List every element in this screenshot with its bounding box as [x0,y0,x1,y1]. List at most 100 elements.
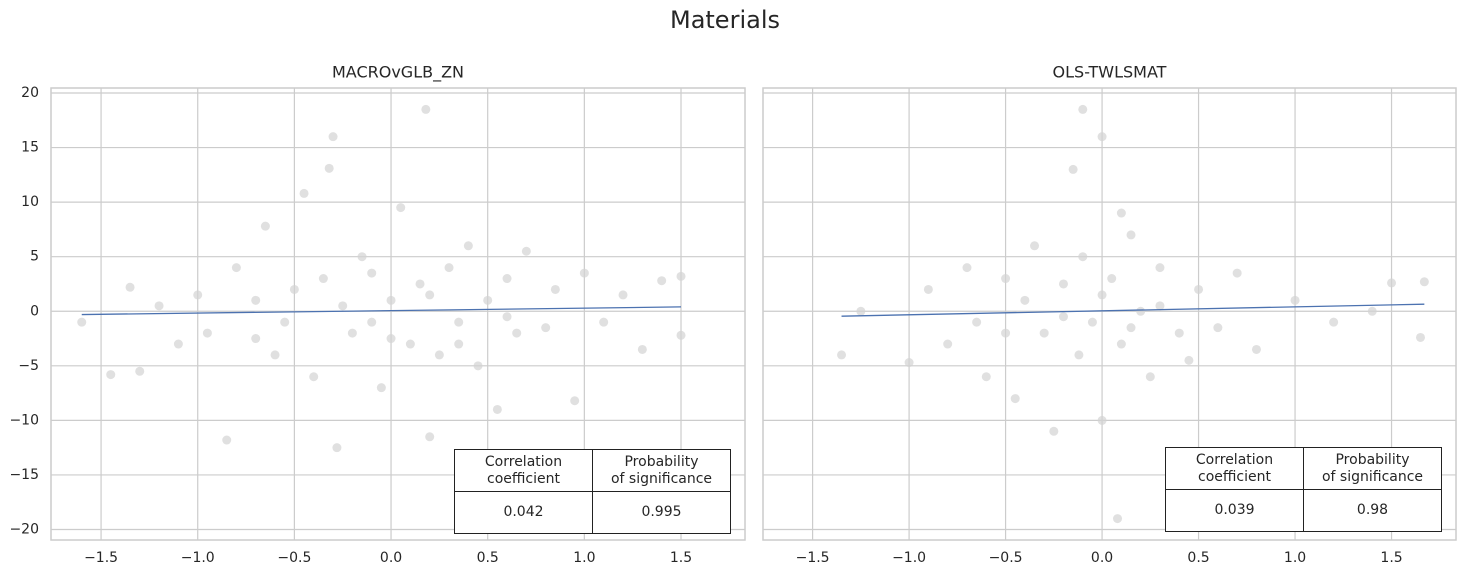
scatter-point [599,317,609,327]
y-tick-label: 0 [30,303,39,319]
scatter-point [1155,263,1165,273]
y-tick-label: 20 [21,85,39,101]
x-tick-label: −1.5 [796,550,830,566]
table-cell: 0.039 [1165,489,1304,532]
scatter-point [962,263,972,273]
scatter-point [1068,164,1078,174]
scatter-point [1290,295,1300,305]
scatter-point [1113,514,1123,524]
scatter-point [676,330,686,340]
scatter-point [173,339,183,349]
scatter-point [280,317,290,327]
scatter-point [618,290,628,300]
figure-title: Materials [670,6,780,34]
scatter-point [1001,328,1011,338]
scatter-point [231,263,241,273]
scatter-point [318,274,328,284]
scatter-point [1232,268,1242,278]
scatter-point [1251,344,1261,354]
scatter-point [473,361,483,371]
scatter-point [347,328,357,338]
scatter-point [125,282,135,292]
table-header: Correlation coefficient [1165,447,1304,490]
x-tick-label: 0.0 [1091,550,1113,566]
scatter-point [1097,415,1107,425]
scatter-point [251,295,261,305]
scatter-point [1174,328,1184,338]
scatter-point [1097,290,1107,300]
x-tick-label: 1.0 [1284,550,1306,566]
scatter-point [367,317,377,327]
scatter-point [425,290,435,300]
scatter-point [338,301,348,311]
scatter-point [981,372,991,382]
scatter-point [856,306,866,316]
scatter-point [1030,241,1040,251]
scatter-point [309,372,319,382]
scatter-point [367,268,377,278]
scatter-point [1387,278,1397,288]
x-tick-label: −1.0 [892,550,926,566]
scatter-point [251,334,261,344]
x-tick-label: 0.5 [1187,550,1209,566]
scatter-point [1039,328,1049,338]
scatter-point [270,350,280,360]
scatter-point [289,284,299,294]
scatter-point [1136,306,1146,316]
scatter-point [579,268,589,278]
scatter-point [676,271,686,281]
scatter-point [421,104,431,114]
scatter-point [904,358,914,368]
scatter-point [1126,323,1136,333]
scatter-point [1116,339,1126,349]
y-tick-label: 10 [21,194,39,210]
subplot-title: OLS-TWLSMAT [1053,63,1167,82]
x-tick-label: 0.5 [477,550,499,566]
scatter-point [202,328,212,338]
x-tick-label: −1.5 [84,550,118,566]
scatter-point [1097,132,1107,142]
scatter-point [415,279,425,289]
scatter-point [943,339,953,349]
scatter-point [425,432,435,442]
scatter-point [1145,372,1155,382]
regression-line [81,306,682,316]
scatter-point [541,323,551,333]
scatter-point [222,435,232,445]
scatter-point [1155,301,1165,311]
scatter-point [463,241,473,251]
scatter-point [837,350,847,360]
scatter-point [1419,277,1429,287]
y-tick-label: −15 [9,467,39,483]
scatter-point [1049,426,1059,436]
scatter-point [1213,323,1223,333]
scatter-point [502,274,512,284]
scatter-point [550,284,560,294]
x-tick-label: −0.5 [277,550,311,566]
x-tick-label: 1.5 [1380,550,1402,566]
scatter-point [444,263,454,273]
scatter-point [106,370,116,380]
regression-line [841,303,1425,317]
scatter-point [376,383,386,393]
scatter-point [1367,306,1377,316]
scatter-point [332,443,342,453]
table-cell: 0.042 [454,491,593,534]
scatter-point [1126,230,1136,240]
scatter-point [972,317,982,327]
scatter-point [434,350,444,360]
scatter-point [1074,350,1084,360]
scatter-point [1415,332,1425,342]
scatter-point [1020,295,1030,305]
scatter-point [1116,208,1126,218]
scatter-point [454,317,464,327]
scatter-point [1058,279,1068,289]
table-header: Correlation coefficient [454,449,593,492]
scatter-point [405,339,415,349]
table-cell: 0.995 [592,491,731,534]
scatter-point [923,284,933,294]
scatter-point [1078,252,1088,262]
scatter-point [492,404,502,414]
